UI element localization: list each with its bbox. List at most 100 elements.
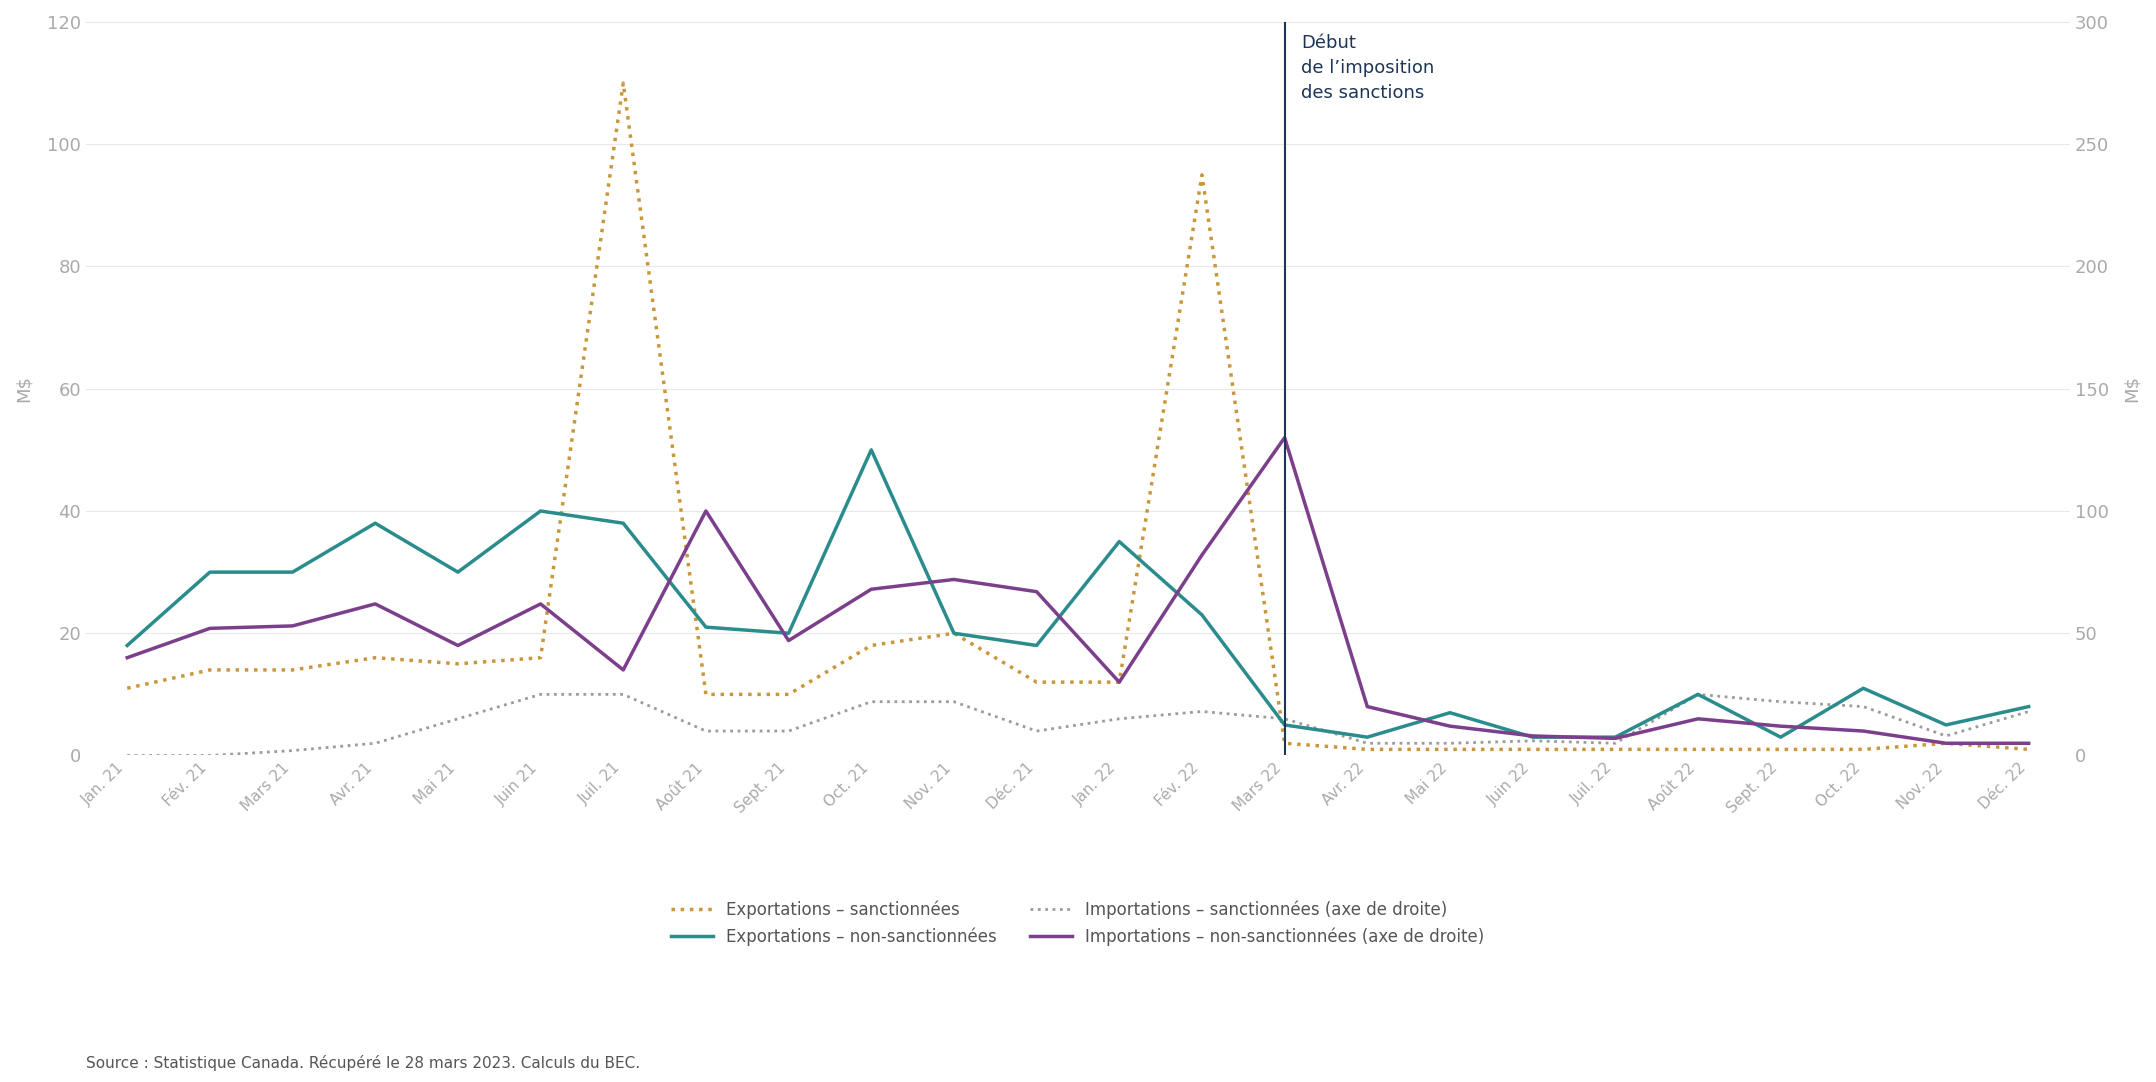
Importations – non-sanctionnées (axe de droite) — [1768, 720, 1794, 733]
Importations – sanctionnées (axe de droite) — [1520, 735, 1546, 748]
Importations – non-sanctionnées (axe de droite) — [1602, 731, 1628, 744]
Importations – sanctionnées (axe de droite) — [444, 712, 470, 725]
Exportations – non-sanctionnées — [1024, 639, 1050, 652]
Exportations – non-sanctionnées — [528, 504, 554, 517]
Exportations – non-sanctionnées — [776, 626, 802, 639]
Exportations – sanctionnées — [444, 658, 470, 671]
Importations – non-sanctionnées (axe de droite) — [1520, 729, 1546, 742]
Exportations – non-sanctionnées — [1438, 707, 1464, 720]
Importations – sanctionnées (axe de droite) — [280, 744, 306, 757]
Exportations – sanctionnées — [1602, 743, 1628, 756]
Importations – non-sanctionnées (axe de droite) — [444, 639, 470, 652]
Exportations – sanctionnées — [1438, 743, 1464, 756]
Importations – non-sanctionnées (axe de droite) — [1686, 712, 1712, 725]
Exportations – sanctionnées — [1354, 743, 1380, 756]
Exportations – sanctionnées — [1024, 675, 1050, 688]
Importations – sanctionnées (axe de droite) — [692, 725, 718, 738]
Importations – sanctionnées (axe de droite) — [1686, 688, 1712, 701]
Importations – sanctionnées (axe de droite) — [114, 749, 140, 762]
Y-axis label: M$: M$ — [2124, 375, 2141, 403]
Y-axis label: M$: M$ — [15, 375, 32, 403]
Exportations – sanctionnées — [1272, 737, 1298, 750]
Text: Début
de l’imposition
des sanctions: Début de l’imposition des sanctions — [1302, 35, 1434, 102]
Exportations – non-sanctionnées — [610, 517, 636, 530]
Exportations – non-sanctionnées — [1768, 730, 1794, 743]
Importations – non-sanctionnées (axe de droite) — [776, 634, 802, 647]
Importations – non-sanctionnées (axe de droite) — [610, 663, 636, 676]
Importations – sanctionnées (axe de droite) — [610, 688, 636, 701]
Exportations – sanctionnées — [1850, 743, 1876, 756]
Importations – sanctionnées (axe de droite) — [196, 749, 222, 762]
Importations – non-sanctionnées (axe de droite) — [858, 583, 884, 596]
Exportations – sanctionnées — [1686, 743, 1712, 756]
Importations – sanctionnées (axe de droite) — [362, 737, 388, 750]
Exportations – non-sanctionnées — [114, 639, 140, 652]
Legend: Exportations – sanctionnées, Exportations – non-sanctionnées, Importations – san: Exportations – sanctionnées, Exportation… — [664, 894, 1492, 952]
Exportations – non-sanctionnées — [280, 566, 306, 579]
Exportations – non-sanctionnées — [1354, 730, 1380, 743]
Importations – sanctionnées (axe de droite) — [1934, 729, 1960, 742]
Importations – non-sanctionnées (axe de droite) — [940, 573, 966, 586]
Importations – non-sanctionnées (axe de droite) — [196, 622, 222, 635]
Exportations – non-sanctionnées — [444, 566, 470, 579]
Exportations – non-sanctionnées — [2016, 700, 2042, 713]
Importations – sanctionnées (axe de droite) — [1768, 696, 1794, 709]
Exportations – non-sanctionnées — [1934, 718, 1960, 731]
Exportations – sanctionnées — [528, 651, 554, 664]
Importations – sanctionnées (axe de droite) — [1602, 737, 1628, 750]
Importations – non-sanctionnées (axe de droite) — [1272, 431, 1298, 444]
Exportations – non-sanctionnées — [362, 517, 388, 530]
Exportations – non-sanctionnées — [1188, 608, 1214, 621]
Exportations – sanctionnées — [2016, 743, 2042, 756]
Importations – non-sanctionnées (axe de droite) — [528, 597, 554, 610]
Line: Exportations – sanctionnées: Exportations – sanctionnées — [127, 83, 2029, 750]
Importations – sanctionnées (axe de droite) — [1354, 737, 1380, 750]
Importations – non-sanctionnées (axe de droite) — [1934, 737, 1960, 750]
Exportations – non-sanctionnées — [940, 626, 966, 639]
Importations – non-sanctionnées (axe de droite) — [114, 651, 140, 664]
Line: Importations – sanctionnées (axe de droite): Importations – sanctionnées (axe de droi… — [127, 695, 2029, 755]
Exportations – non-sanctionnées — [692, 621, 718, 634]
Importations – sanctionnées (axe de droite) — [940, 696, 966, 709]
Importations – sanctionnées (axe de droite) — [858, 696, 884, 709]
Text: Source : Statistique Canada. Récupéré le 28 mars 2023. Calculs du BEC.: Source : Statistique Canada. Récupéré le… — [86, 1055, 640, 1071]
Importations – sanctionnées (axe de droite) — [1024, 725, 1050, 738]
Importations – sanctionnées (axe de droite) — [1188, 705, 1214, 718]
Exportations – non-sanctionnées — [1106, 536, 1132, 549]
Importations – sanctionnées (axe de droite) — [1272, 712, 1298, 725]
Importations – non-sanctionnées (axe de droite) — [1354, 700, 1380, 713]
Importations – non-sanctionnées (axe de droite) — [1438, 720, 1464, 733]
Exportations – non-sanctionnées — [1686, 688, 1712, 701]
Exportations – non-sanctionnées — [1520, 730, 1546, 743]
Importations – non-sanctionnées (axe de droite) — [1106, 675, 1132, 688]
Exportations – non-sanctionnées — [1602, 730, 1628, 743]
Line: Importations – non-sanctionnées (axe de droite): Importations – non-sanctionnées (axe de … — [127, 437, 2029, 743]
Exportations – non-sanctionnées — [196, 566, 222, 579]
Exportations – non-sanctionnées — [1850, 682, 1876, 695]
Exportations – sanctionnées — [1768, 743, 1794, 756]
Importations – sanctionnées (axe de droite) — [1106, 712, 1132, 725]
Exportations – sanctionnées — [114, 682, 140, 695]
Exportations – sanctionnées — [1188, 169, 1214, 182]
Importations – sanctionnées (axe de droite) — [776, 725, 802, 738]
Importations – non-sanctionnées (axe de droite) — [2016, 737, 2042, 750]
Exportations – sanctionnées — [1106, 675, 1132, 688]
Exportations – sanctionnées — [940, 626, 966, 639]
Exportations – non-sanctionnées — [858, 444, 884, 457]
Importations – sanctionnées (axe de droite) — [1850, 700, 1876, 713]
Importations – non-sanctionnées (axe de droite) — [362, 597, 388, 610]
Importations – non-sanctionnées (axe de droite) — [280, 619, 306, 632]
Importations – sanctionnées (axe de droite) — [1438, 737, 1464, 750]
Exportations – sanctionnées — [692, 688, 718, 701]
Exportations – sanctionnées — [362, 651, 388, 664]
Exportations – non-sanctionnées — [1272, 718, 1298, 731]
Exportations – sanctionnées — [610, 77, 636, 90]
Importations – non-sanctionnées (axe de droite) — [1188, 549, 1214, 562]
Importations – non-sanctionnées (axe de droite) — [692, 504, 718, 517]
Importations – sanctionnées (axe de droite) — [528, 688, 554, 701]
Importations – non-sanctionnées (axe de droite) — [1024, 585, 1050, 598]
Exportations – sanctionnées — [280, 663, 306, 676]
Exportations – sanctionnées — [1934, 737, 1960, 750]
Importations – sanctionnées (axe de droite) — [2016, 705, 2042, 718]
Exportations – sanctionnées — [196, 663, 222, 676]
